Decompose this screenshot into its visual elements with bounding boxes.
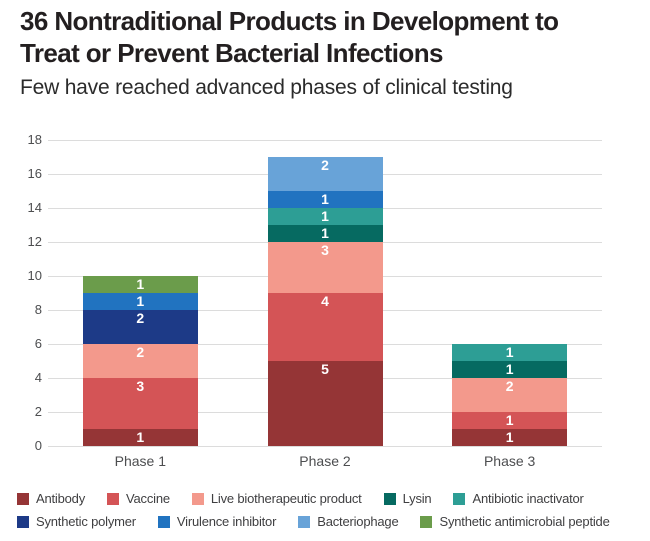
legend-swatch-icon: [17, 515, 29, 528]
y-axis-tick-label: 16: [27, 166, 42, 181]
legend-swatch-icon: [420, 515, 433, 528]
y-axis-tick-label: 4: [34, 370, 42, 385]
bar-segment-value: 5: [321, 361, 329, 377]
y-axis-tick-label: 18: [27, 132, 42, 147]
bar-segment: 1: [452, 361, 568, 378]
bar-segment: 1: [452, 429, 568, 446]
y-axis-tick-label: 6: [34, 336, 42, 351]
bar-segment-value: 3: [321, 242, 329, 258]
y-axis-tick-label: 8: [34, 302, 42, 317]
bar-segment-value: 1: [136, 429, 145, 445]
page-title-line-1: 36 Nontraditional Products in Developmen…: [20, 6, 559, 36]
bar-segment-value: 2: [136, 344, 145, 360]
bar-segment: 2: [82, 344, 198, 378]
legend-swatch-icon: [383, 492, 396, 505]
bar-segment-value: 1: [505, 412, 514, 428]
legend-swatch-icon: [157, 515, 170, 528]
bar-segment-value: 2: [321, 157, 329, 173]
bar-segment: 1: [267, 225, 383, 242]
y-axis-tick-label: 10: [27, 268, 42, 283]
bar-segment-value: 3: [136, 378, 145, 394]
x-axis-category-label: Phase 3: [483, 453, 536, 469]
legend-label: Antibody: [36, 491, 85, 506]
bar-segment: 1: [82, 429, 198, 446]
bar-segment-value: 4: [321, 293, 329, 309]
bar-segment: 2: [82, 310, 198, 344]
legend-item: Live biotherapeutic product: [191, 491, 362, 506]
legend-swatch-icon: [298, 515, 311, 528]
chart-legend: Antibody Vaccine Live biotherapeutic produ…: [17, 487, 644, 533]
y-axis-tick-label: 12: [27, 234, 42, 249]
y-axis-tick-label: 2: [34, 404, 42, 419]
x-axis-category-label: Phase 2: [299, 453, 351, 469]
bar-segment-value: 1: [321, 208, 329, 224]
y-axis-tick-label: 0: [34, 438, 42, 453]
legend-item: Virulence inhibitor: [157, 514, 277, 529]
bar-segment: 4: [267, 293, 383, 361]
legend-label: Vaccine: [126, 491, 170, 506]
legend-swatch-icon: [453, 492, 466, 505]
bar-segment-value: 1: [505, 361, 514, 377]
y-axis-tick-label: 14: [27, 200, 42, 215]
bar-segment-value: 1: [505, 344, 514, 360]
legend-swatch-icon: [107, 492, 119, 505]
bar-segment: 1: [267, 208, 383, 225]
page-title-line-2: Treat or Prevent Bacterial Infections: [20, 37, 443, 68]
legend-swatch-icon: [17, 492, 29, 505]
gridline: [48, 139, 602, 141]
stacked-bar-chart: 0 2 4 6 8 10 12 14 16 18 1 3 2 2 1 1 Phase 1 5 4 3 1 1 1 2 Phase…: [0, 128, 650, 476]
legend-item: Antibody: [17, 491, 85, 506]
bar-segment-value: 1: [321, 225, 329, 241]
legend-label: Virulence inhibitor: [176, 514, 277, 529]
legend-label: Lysin: [402, 491, 432, 506]
bar-segment: 1: [82, 276, 198, 293]
bar-segment: 1: [82, 293, 198, 310]
legend-row: Synthetic polymer Virulence inhibitor Bact…: [17, 510, 644, 533]
legend-item: Lysin: [383, 491, 432, 506]
gridline: [48, 445, 602, 447]
legend-label: Live biotherapeutic product: [210, 491, 362, 506]
bar-segment-value: 1: [505, 429, 514, 445]
legend-label: Synthetic polymer: [36, 514, 136, 529]
bar-segment-value: 2: [136, 310, 145, 326]
bar-segment-value: 1: [136, 276, 145, 292]
legend-item: Vaccine: [107, 491, 170, 506]
chart-subtitle: Few have reached advanced phases of clin…: [20, 76, 513, 100]
bar-segment: 2: [267, 157, 383, 191]
bar-segment: 2: [452, 378, 568, 412]
legend-label: Synthetic antimicrobial peptide: [439, 514, 610, 529]
legend-label: Bacteriophage: [317, 514, 399, 529]
bar-segment-value: 1: [321, 191, 329, 207]
legend-label: Antibiotic inactivator: [472, 491, 584, 506]
bar-segment: 3: [267, 242, 383, 293]
chart-header: 36 Nontraditional Products in Developmen…: [20, 6, 638, 100]
bar-segment: 5: [267, 361, 383, 446]
bar-segment: 1: [452, 344, 568, 361]
bar-segment: 1: [267, 191, 383, 208]
bar-segment-value: 1: [136, 293, 145, 309]
legend-item: Synthetic polymer: [17, 514, 136, 529]
bar-segment: 1: [452, 412, 568, 429]
legend-item: Synthetic antimicrobial peptide: [420, 514, 610, 529]
bar-segment: 3: [82, 378, 198, 429]
legend-item: Antibiotic inactivator: [453, 491, 584, 506]
bar-segment-value: 2: [505, 378, 514, 394]
x-axis-category-label: Phase 1: [114, 453, 167, 469]
legend-swatch-icon: [191, 492, 204, 505]
legend-row: Antibody Vaccine Live biotherapeutic produ…: [17, 487, 644, 510]
legend-item: Bacteriophage: [298, 514, 399, 529]
